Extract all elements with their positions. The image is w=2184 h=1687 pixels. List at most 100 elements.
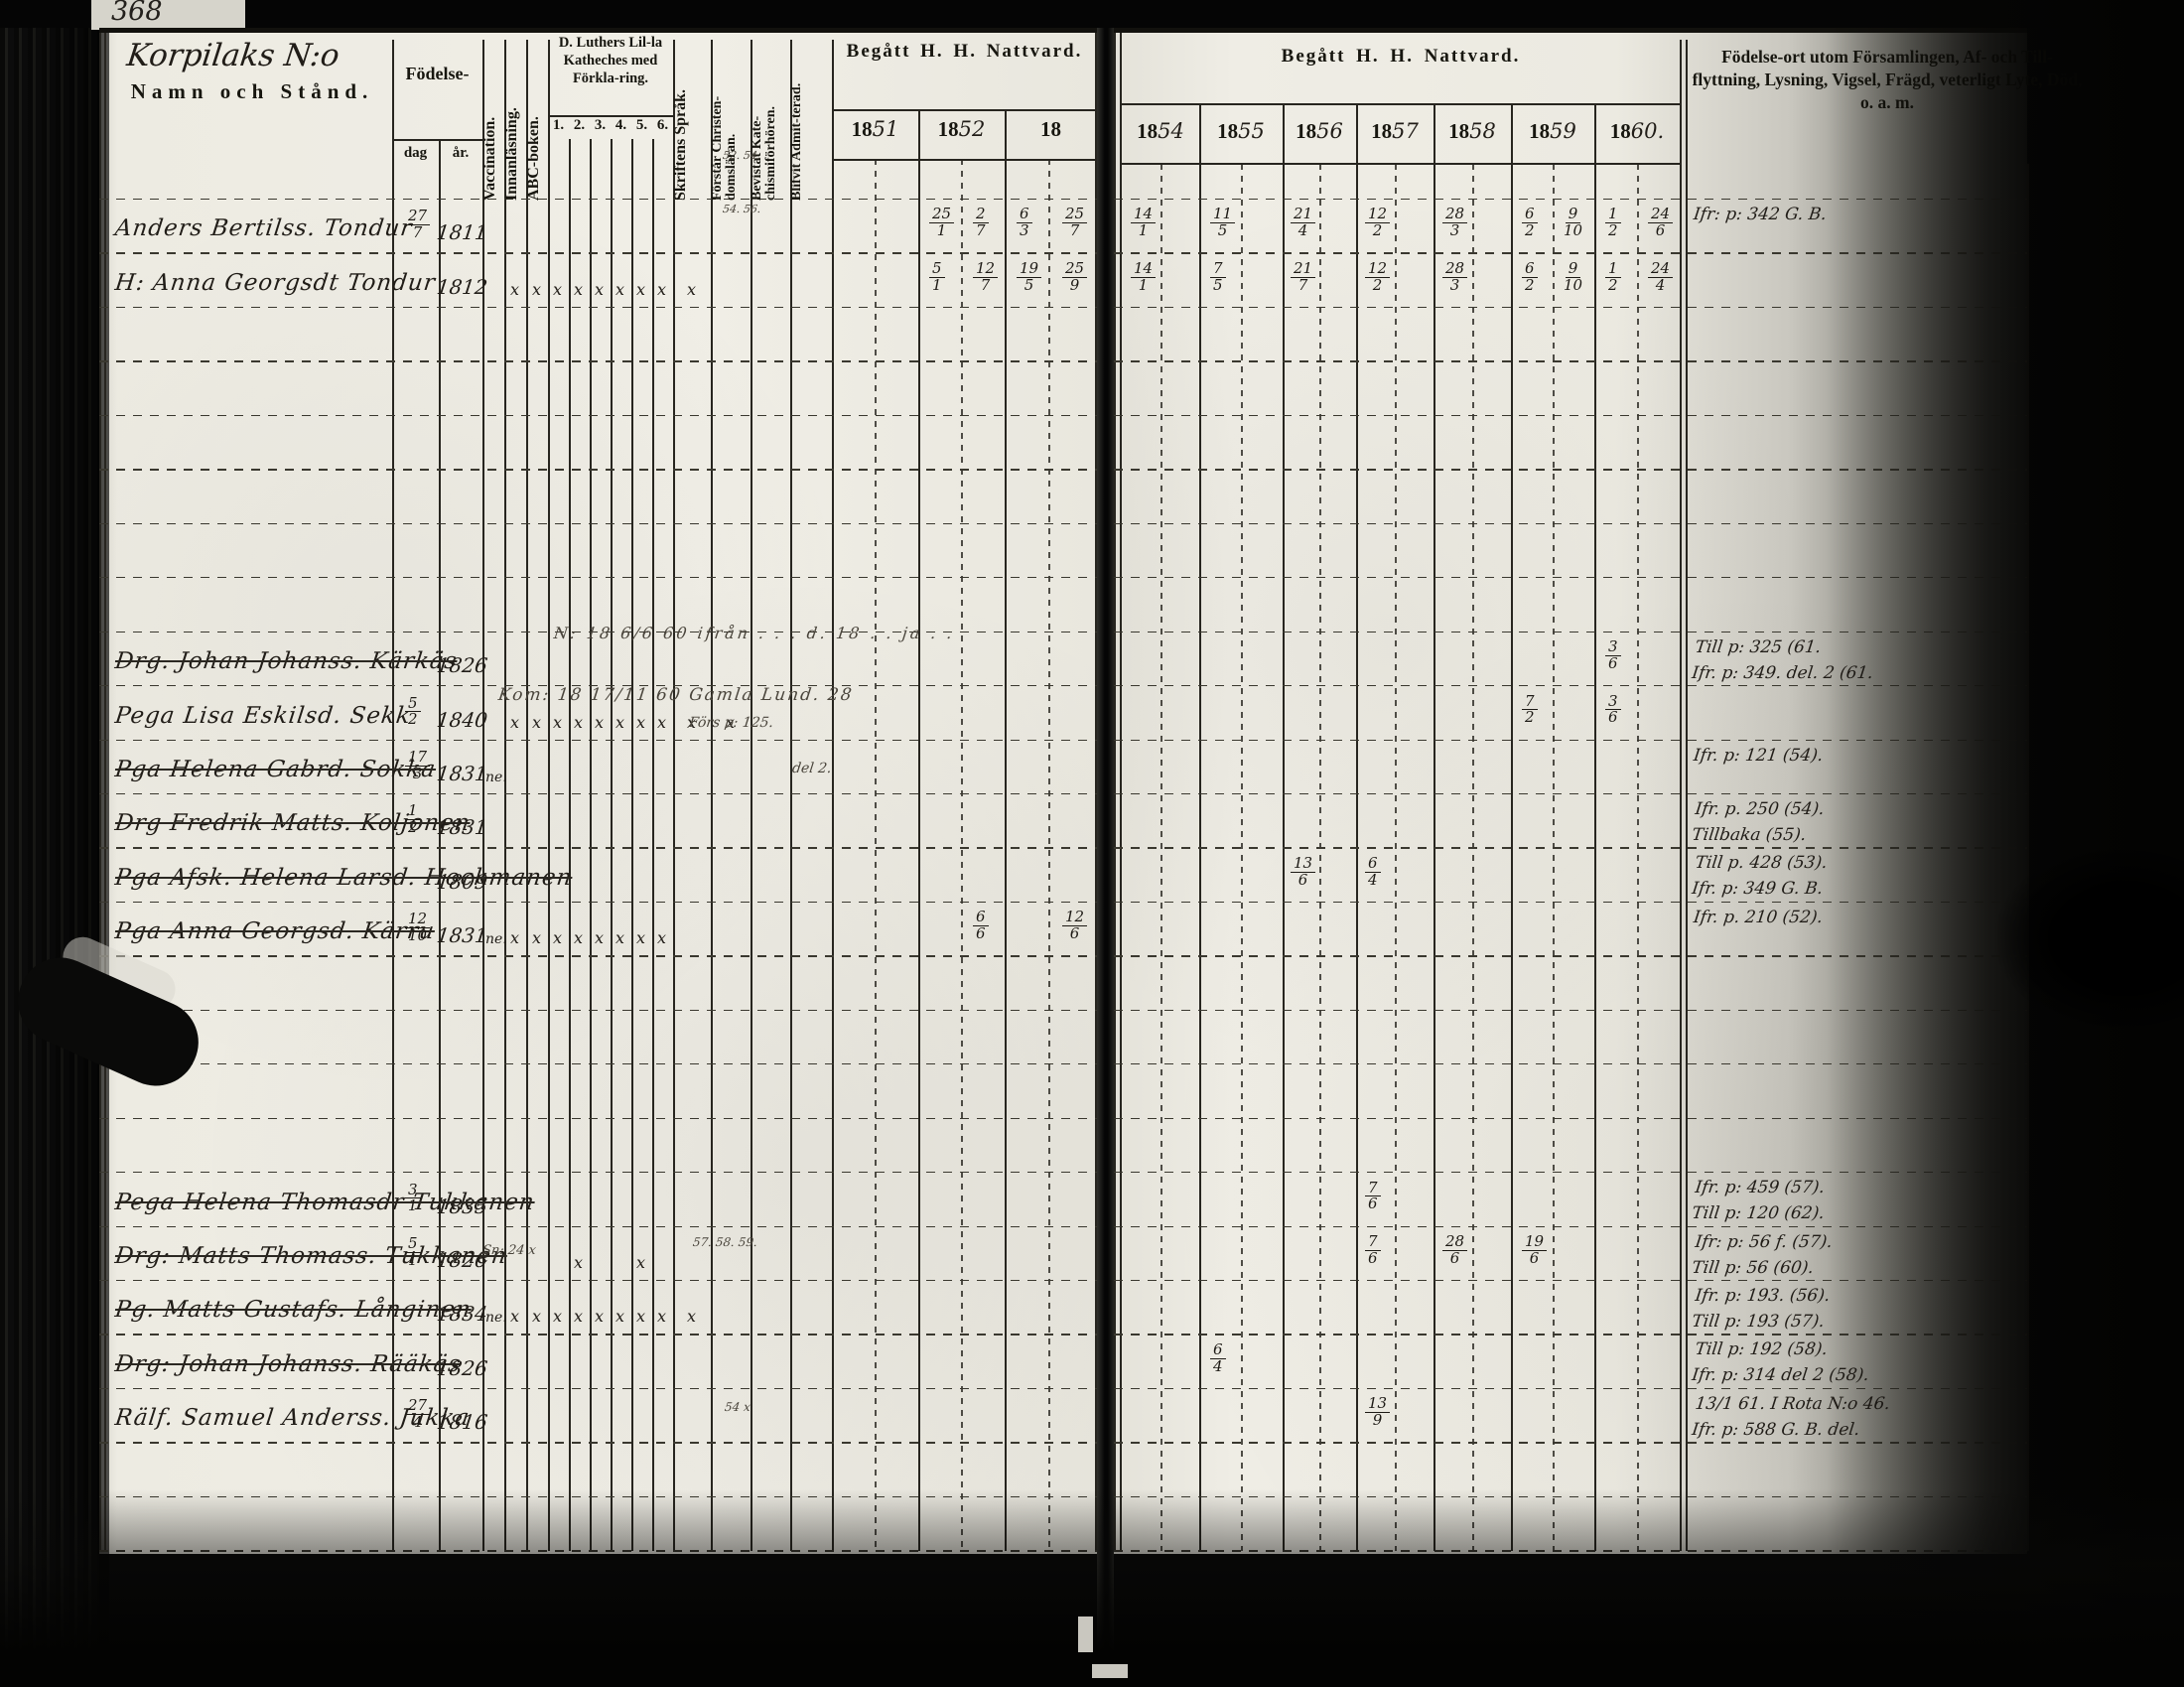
entry-name: Pga Afsk. Helena Larsd. Hockmanen: [113, 864, 574, 891]
grid-line: [1114, 469, 2027, 471]
entry-name: Pga Anna Georgsd. Kärru: [113, 918, 437, 945]
transfer-notes: Ifr. p. 210 (52).: [1692, 905, 1824, 930]
check-mark: x: [657, 1307, 667, 1327]
grid-line: [99, 414, 1097, 417]
attended-header: Bevistat Kate-chismiförhören.: [750, 105, 778, 201]
grid-line: [1511, 103, 1513, 1551]
marginal-annotation: del 2.: [791, 761, 833, 776]
film-left-shadow: [0, 0, 109, 1687]
grid-line: [99, 252, 1097, 254]
birth-year-value: 1831: [435, 815, 489, 840]
communion-date-mark: 14 1: [1131, 207, 1157, 239]
grid-line: [1120, 30, 1122, 1551]
binding-gutter: [1097, 0, 1114, 1687]
grid-line: [1114, 306, 2027, 309]
entry-name: H: Anna Georgsdt Tondur: [113, 269, 438, 296]
grid-line: [526, 40, 528, 1551]
film-right-shadow: [1827, 0, 2184, 1687]
grid-line: [1637, 164, 1639, 1551]
check-mark: x: [636, 279, 646, 299]
grid-line: [1114, 1387, 2027, 1390]
check-mark: x: [657, 712, 667, 732]
grid-line: [1686, 40, 1688, 1551]
check-mark: x: [636, 1307, 646, 1327]
grid-line: [439, 139, 441, 1551]
binding-mark: [1078, 1617, 1093, 1652]
check-mark: x: [595, 928, 605, 948]
grid-line: [392, 139, 482, 141]
grid-line: [1114, 1334, 2027, 1336]
transfer-note-line: Ifr: p: 342 G. B.: [1692, 205, 1829, 224]
entry-name: Drg. Johan Johanss. Kärkäs: [113, 648, 460, 675]
scan-blotch: [1995, 844, 2184, 1033]
film-bottom-shadow: [0, 1489, 2184, 1687]
marginal-annotation: N: 18 6/6 60 ifrån . . . d. 18 . . ja . …: [552, 624, 956, 642]
grid-line: [1114, 901, 2027, 904]
grid-line: [1048, 159, 1050, 1551]
marginal-annotation: 57. 58. 59.: [692, 1235, 758, 1249]
grid-line: [961, 159, 963, 1551]
grid-line: [1114, 631, 2027, 633]
grid-line: [99, 847, 1097, 849]
grid-line: [1114, 792, 2027, 795]
grid-line: [1114, 955, 2027, 957]
grid-line: [1356, 103, 1358, 1551]
grid-line: [548, 40, 550, 1551]
check-mark: x: [615, 712, 625, 732]
grid-line: [99, 1387, 1097, 1390]
grid-line: [99, 685, 1097, 687]
check-mark: x: [687, 1307, 697, 1327]
communion-date-mark: 12 6: [1062, 910, 1088, 942]
check-mark: x: [574, 279, 584, 299]
check-mark: x: [574, 928, 584, 948]
understands-header: Förstår Christen-domsläran.: [710, 95, 739, 201]
entry-name: Pga Helena Gabrd. Sokka: [113, 756, 438, 782]
grid-line: [99, 360, 1097, 362]
transfer-note-line: Till p: 120 (62).: [1691, 1203, 1826, 1224]
grid-line: [1114, 30, 1116, 1551]
check-mark: x: [574, 1307, 584, 1327]
left-page: [99, 28, 1097, 1554]
catechism-subcol-label: 6.: [656, 117, 669, 133]
birth-day-header: dag: [403, 145, 428, 161]
transfer-notes: Ifr: p: 56 f. (57). Till p: 56 (60).: [1691, 1229, 1834, 1281]
grid-line: [711, 40, 713, 1551]
grid-line: [569, 139, 571, 1551]
grid-line: [832, 40, 834, 1551]
grid-line: [1472, 164, 1474, 1551]
check-mark: x: [595, 279, 605, 299]
grid-line: [482, 40, 484, 1551]
check-mark: x: [636, 1253, 646, 1272]
communion-date-mark: 13 6: [1291, 855, 1316, 889]
communion-date-mark: 12 2: [1365, 207, 1391, 239]
transfer-notes: Till p. 428 (53). Ifr. p: 349 G. B.: [1691, 850, 1829, 902]
grid-line: [652, 139, 654, 1551]
transfer-notes: Ifr: p: 342 G. B.: [1692, 202, 1828, 227]
transfer-note-line: Ifr. p. 210 (52).: [1692, 907, 1825, 927]
communion-date-mark: 13 9: [1365, 1396, 1391, 1429]
entry-name: Anders Bertilss. Tondur: [113, 215, 414, 242]
check-mark: x: [532, 712, 542, 732]
grid-line: [631, 139, 633, 1551]
birth-year-value: 1811: [435, 220, 489, 245]
year-label: 1859: [1529, 119, 1576, 143]
grid-line: [99, 28, 1097, 33]
birth-year-value: 1816: [435, 1410, 489, 1435]
grid-line: [1114, 199, 2027, 201]
vaccination-mark: ne.: [485, 769, 507, 785]
grid-line: [99, 631, 1097, 633]
grid-line: [1114, 1063, 2027, 1065]
grid-line: [590, 139, 592, 1551]
grid-line: [1114, 685, 2027, 687]
grid-line: [1199, 103, 1201, 1551]
check-mark: x: [532, 1307, 542, 1327]
communion-date-mark: 24 4: [1648, 260, 1674, 294]
grid-line: [1553, 164, 1555, 1551]
year-label: 1856: [1296, 119, 1343, 143]
